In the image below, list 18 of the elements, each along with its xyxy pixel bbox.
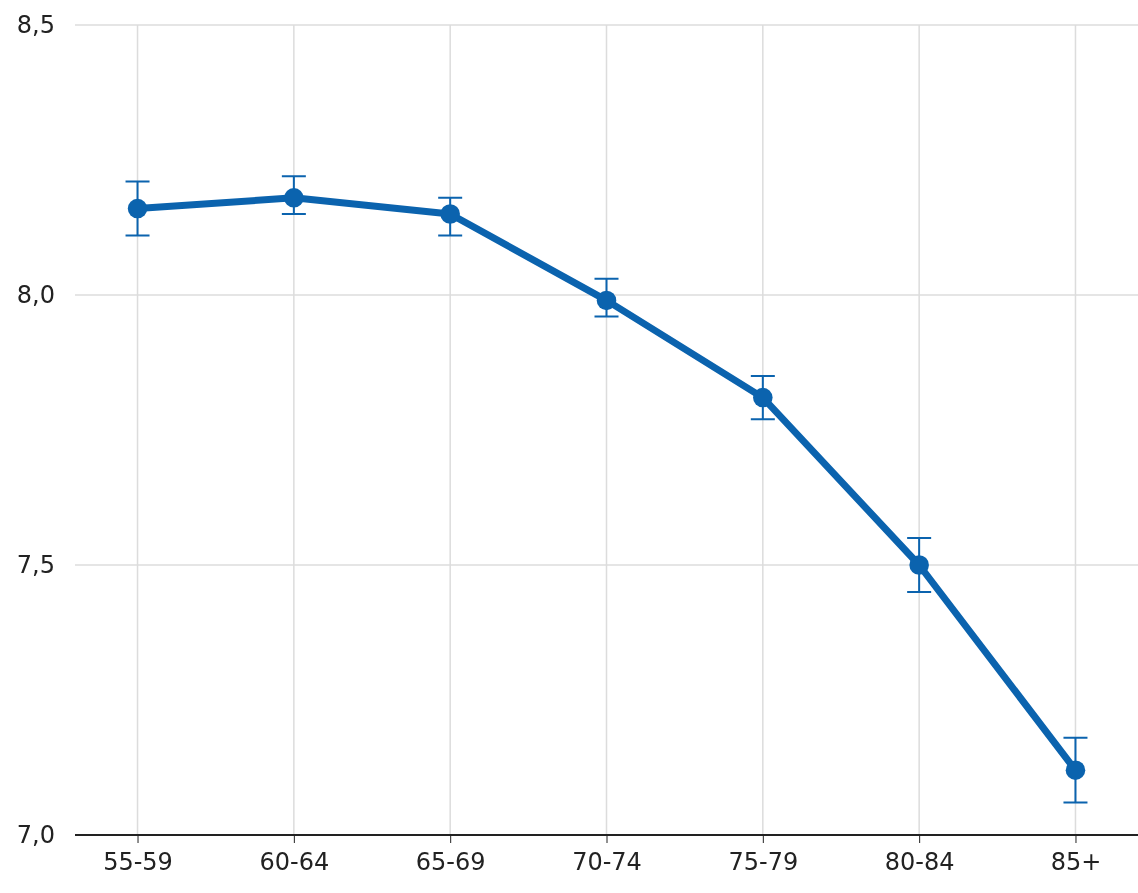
y-tick-label: 7,0 [16,821,55,850]
x-tick-label: 60-64 [259,848,330,877]
x-tick-label: 80-84 [884,848,955,877]
point [753,387,773,408]
x-tick-label: 85+ [1050,848,1102,877]
point [127,198,148,219]
point [909,555,929,575]
x-tick-label: 75-79 [728,848,799,877]
point [440,204,460,224]
point [1065,760,1086,780]
x-tick-label: 65-69 [415,848,486,877]
y-tick-label: 8,0 [16,281,55,310]
point [596,290,617,311]
x-tick-label: 70-74 [572,848,642,877]
x-tick-label: 55-59 [103,848,173,877]
y-tick-label: 7,5 [16,551,55,580]
y-tick-label: 8,5 [16,11,55,40]
point [284,188,304,208]
